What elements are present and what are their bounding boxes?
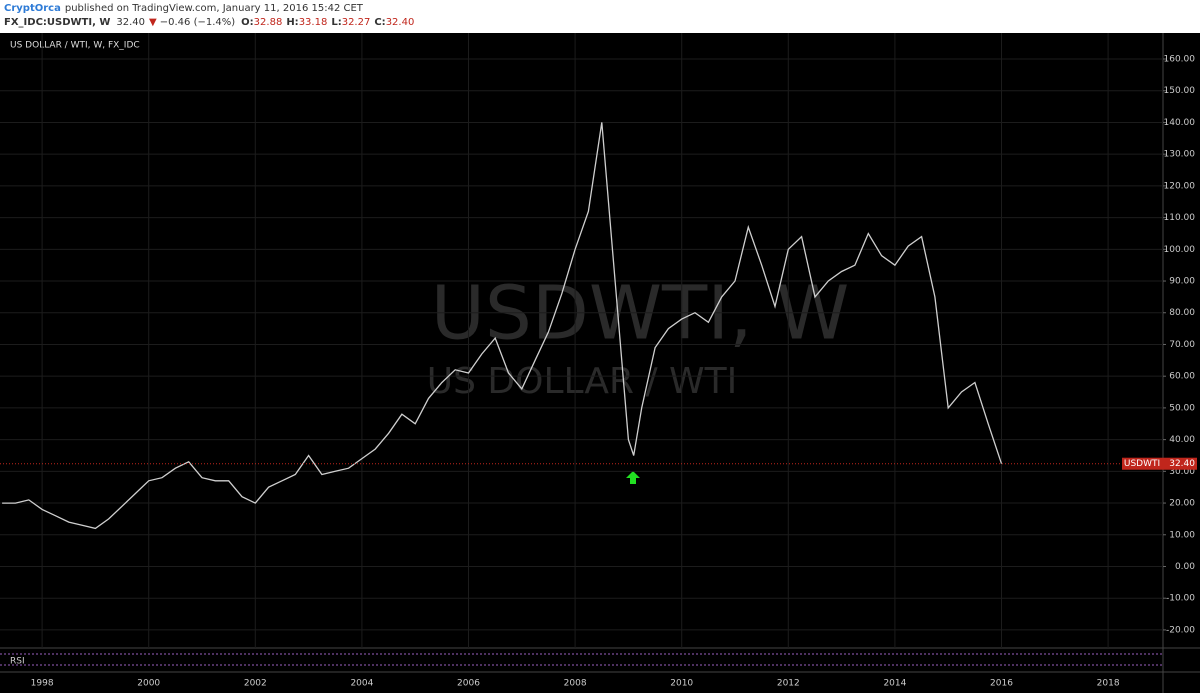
y-tick-label: 150.00 [1164, 86, 1196, 96]
y-tick-label: 120.00 [1164, 181, 1196, 191]
x-tick-label: 2004 [350, 679, 373, 689]
arrow-annotation [626, 471, 640, 484]
l: 32.27 [342, 17, 371, 28]
c: 32.40 [386, 17, 415, 28]
change: −0.46 (−1.4%) [160, 17, 236, 28]
price-line [2, 122, 1003, 530]
y-tick-label: 60.00 [1169, 372, 1195, 382]
x-tick-label: 2010 [670, 679, 693, 689]
y-tick-label: 30.00 [1169, 467, 1195, 477]
price-tag-bg [1163, 457, 1197, 470]
price-tag-name: USDWTI [1124, 459, 1160, 469]
y-tick-label: 110.00 [1164, 213, 1196, 223]
c-label: C: [374, 17, 385, 28]
x-tick-label: 2008 [564, 679, 587, 689]
y-tick-label: 70.00 [1169, 340, 1195, 350]
watermark-sub: US DOLLAR / WTI [427, 361, 738, 402]
x-tick-label: 2006 [457, 679, 480, 689]
y-tick-label: 80.00 [1169, 308, 1195, 318]
h: 33.18 [299, 17, 328, 28]
y-tick-label: 160.00 [1164, 55, 1196, 65]
x-tick-label: 2000 [137, 679, 160, 689]
y-tick-label: -20.00 [1166, 625, 1195, 635]
quote-line: FX_IDC:USDWTI, W 32.40 ▼ −0.46 (−1.4%) O:32.… [4, 17, 414, 28]
rsi-label: RSI [10, 657, 25, 667]
down-arrow: ▼ [149, 17, 157, 28]
y-tick-label: 130.00 [1164, 150, 1196, 160]
watermark: USDWTI, W [431, 271, 850, 357]
y-tick-label: 20.00 [1169, 499, 1195, 509]
o-label: O: [241, 17, 254, 28]
published: published on TradingView.com, January 11… [65, 3, 364, 14]
price-tag-bg [1122, 457, 1163, 470]
y-tick-label: -10.00 [1166, 594, 1195, 604]
l-label: L: [331, 17, 341, 28]
y-tick-label: 100.00 [1164, 245, 1196, 255]
y-tick-label: 140.00 [1164, 118, 1196, 128]
x-tick-label: 2002 [244, 679, 267, 689]
x-tick-label: 1998 [31, 679, 54, 689]
y-tick-label: 10.00 [1169, 530, 1195, 540]
x-tick-label: 2016 [990, 679, 1013, 689]
x-tick-label: 2012 [777, 679, 800, 689]
plot-bg [0, 33, 1200, 693]
y-tick-label: 90.00 [1169, 277, 1195, 287]
x-tick-label: 2014 [883, 679, 906, 689]
h-label: H: [286, 17, 298, 28]
y-tick-label: 50.00 [1169, 403, 1195, 413]
price-tag-value: 32.40 [1169, 459, 1195, 469]
header-bg [0, 0, 1200, 32]
last: 32.40 [116, 17, 145, 28]
o: 32.88 [254, 17, 283, 28]
y-tick-label: 0.00 [1175, 562, 1195, 572]
author[interactable]: CryptOrca [4, 3, 61, 14]
header-line: CryptOrca published on TradingView.com, J… [4, 3, 364, 14]
x-tick-label: 2018 [1097, 679, 1120, 689]
y-tick-label: 40.00 [1169, 435, 1195, 445]
symbol: FX_IDC:USDWTI, W [4, 17, 110, 28]
chart-title: US DOLLAR / WTI, W, FX_IDC [10, 41, 140, 51]
